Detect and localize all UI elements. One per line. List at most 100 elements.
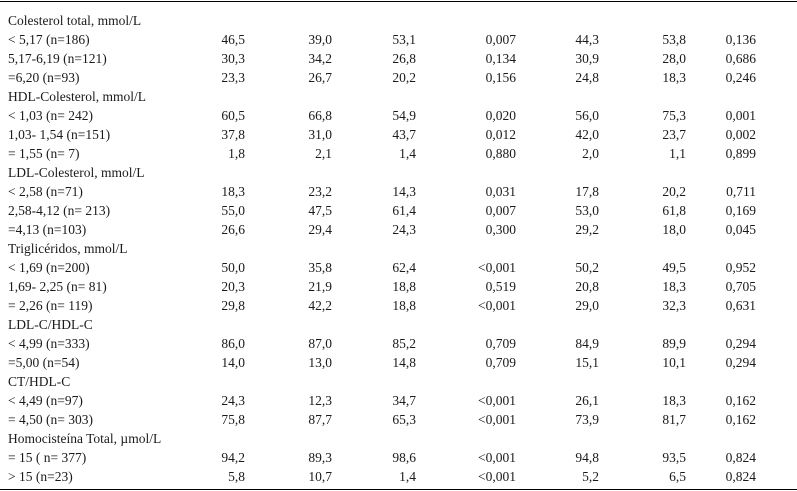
cell-col5: 53,0 [575, 203, 599, 218]
table-row: < 4,49 (n=97) 24,3 12,3 34,7 <0,001 26,1… [0, 391, 797, 410]
cell-col3: 34,7 [392, 393, 416, 408]
cell-col2: 39,0 [308, 32, 332, 47]
table-row: 1,69- 2,25 (n= 81) 20,3 21,9 18,8 0,519 … [0, 277, 797, 296]
cell-col6: 6,5 [669, 469, 686, 484]
cell-col2: 42,2 [308, 298, 332, 313]
cell-col4: 0,031 [485, 184, 516, 199]
cell-col6: 75,3 [662, 108, 686, 123]
cell-col7: 0,001 [725, 108, 756, 123]
cell-col2: 34,2 [308, 51, 332, 66]
row-label: = 15 ( n= 377) [8, 450, 87, 465]
cell-col1: 18,3 [221, 184, 245, 199]
cell-col7: 0,899 [725, 146, 756, 161]
cell-col7: 0,162 [725, 412, 756, 427]
table-row: =6,20 (n=93) 23,3 26,7 20,2 0,156 24,8 1… [0, 68, 797, 87]
cell-col2: 89,3 [308, 450, 332, 465]
cell-col3: 18,8 [392, 279, 416, 294]
table-row: < 5,17 (n=186) 46,5 39,0 53,1 0,007 44,3… [0, 30, 797, 49]
cell-col7: 0,824 [725, 469, 756, 484]
row-label: =6,20 (n=93) [8, 70, 80, 85]
cell-col4: <0,001 [478, 298, 516, 313]
section-header-trigliceridos: Triglicéridos, mmol/L [0, 239, 797, 258]
cell-col4: 0,007 [485, 203, 516, 218]
cell-col7: 0,686 [725, 51, 756, 66]
cell-col4: 0,134 [485, 51, 516, 66]
cell-col4: <0,001 [478, 469, 516, 484]
table-row: =4,13 (n=103) 26,6 29,4 24,3 0,300 29,2 … [0, 220, 797, 239]
cell-col1: 60,5 [221, 108, 245, 123]
table-row: 5,17-6,19 (n=121) 30,3 34,2 26,8 0,134 3… [0, 49, 797, 68]
cell-col1: 50,0 [221, 260, 245, 275]
section-header-hdl-colesterol: HDL-Colesterol, mmol/L [0, 87, 797, 106]
cell-col4: 0,709 [485, 355, 516, 370]
cell-col6: 89,9 [662, 336, 686, 351]
cell-col3: 24,3 [392, 222, 416, 237]
cell-col6: 18,3 [662, 279, 686, 294]
cell-col2: 29,4 [308, 222, 332, 237]
cell-col2: 10,7 [308, 469, 332, 484]
section-header-ldl-hdl-ratio: LDL-C/HDL-C [0, 315, 797, 334]
cell-col5: 20,8 [575, 279, 599, 294]
cell-col6: 18,0 [662, 222, 686, 237]
cell-col3: 98,6 [392, 450, 416, 465]
cell-col6: 93,5 [662, 450, 686, 465]
cell-col1: 26,6 [221, 222, 245, 237]
row-label: 1,03- 1,54 (n=151) [8, 127, 111, 142]
cell-col4: 0,156 [485, 70, 516, 85]
row-label: < 5,17 (n=186) [8, 32, 90, 47]
section-header-colesterol-total: Colesterol total, mmol/L [0, 11, 797, 30]
cell-col3: 14,8 [392, 355, 416, 370]
cell-col6: 81,7 [662, 412, 686, 427]
cell-col3: 14,3 [392, 184, 416, 199]
cell-col2: 31,0 [308, 127, 332, 142]
cell-col7: 0,246 [725, 70, 756, 85]
cell-col1: 46,5 [221, 32, 245, 47]
cell-col6: 23,7 [662, 127, 686, 142]
cell-col3: 18,8 [392, 298, 416, 313]
row-label: = 1,55 (n= 7) [8, 146, 80, 161]
table-row: =5,00 (n=54) 14,0 13,0 14,8 0,709 15,1 1… [0, 353, 797, 372]
section-header-ct-hdl-ratio: CT/HDL-C [0, 372, 797, 391]
cell-col7: 0,294 [725, 355, 756, 370]
cell-col7: 0,705 [725, 279, 756, 294]
section-header-label: LDL-C/HDL-C [8, 317, 93, 332]
cell-col6: 28,0 [662, 51, 686, 66]
table-row: > 15 (n=23) 5,8 10,7 1,4 <0,001 5,2 6,5 … [0, 467, 797, 486]
section-header-label: Homocisteína Total, µmol/L [8, 431, 162, 446]
cell-col5: 30,9 [575, 51, 599, 66]
cell-col3: 85,2 [392, 336, 416, 351]
cell-col7: 0,162 [725, 393, 756, 408]
cell-col2: 87,7 [308, 412, 332, 427]
cell-col5: 84,9 [575, 336, 599, 351]
cell-col2: 21,9 [308, 279, 332, 294]
cell-col4: 0,880 [485, 146, 516, 161]
cell-col5: 17,8 [575, 184, 599, 199]
cell-col2: 66,8 [308, 108, 332, 123]
row-label: < 4,99 (n=333) [8, 336, 90, 351]
cell-col1: 29,8 [221, 298, 245, 313]
cell-col2: 13,0 [308, 355, 332, 370]
cell-col5: 2,0 [582, 146, 599, 161]
cell-col3: 62,4 [392, 260, 416, 275]
cell-col1: 14,0 [221, 355, 245, 370]
section-header-label: Colesterol total, mmol/L [8, 13, 142, 28]
row-label: =5,00 (n=54) [8, 355, 80, 370]
cell-col2: 2,1 [315, 146, 332, 161]
cell-col7: 0,294 [725, 336, 756, 351]
section-header-homocisteina-total: Homocisteína Total, µmol/L [0, 429, 797, 448]
cell-col4: <0,001 [478, 450, 516, 465]
cell-col5: 15,1 [575, 355, 599, 370]
cell-col6: 10,1 [662, 355, 686, 370]
cell-col7: 0,136 [725, 32, 756, 47]
cell-col1: 24,3 [221, 393, 245, 408]
table-row: = 15 ( n= 377) 94,2 89,3 98,6 <0,001 94,… [0, 448, 797, 467]
cell-col5: 44,3 [575, 32, 599, 47]
cell-col6: 18,3 [662, 70, 686, 85]
cell-col6: 18,3 [662, 393, 686, 408]
section-header-ldl-colesterol: LDL-Colesterol, mmol/L [0, 163, 797, 182]
cell-col4: <0,001 [478, 393, 516, 408]
cell-col3: 1,4 [399, 469, 416, 484]
cell-col1: 1,8 [228, 146, 245, 161]
cell-col5: 24,8 [575, 70, 599, 85]
cell-col7: 0,631 [725, 298, 756, 313]
